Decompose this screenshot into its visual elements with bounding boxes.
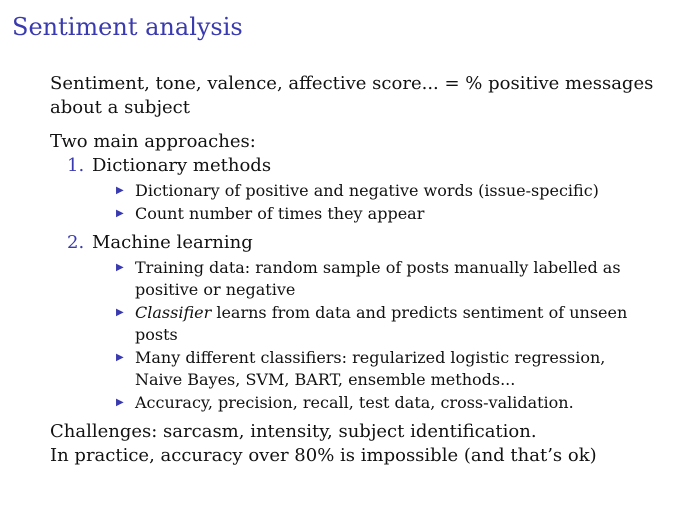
list-item: ▶ Dictionary of positive and negative wo… [50,180,655,202]
bullet-text: Count number of times they appear [135,204,425,223]
enum-number: 2. [67,232,85,253]
bullet-text: Dictionary of positive and negative word… [135,181,599,200]
triangle-bullet-icon: ▶ [116,307,124,318]
approach-item-machine-learning: 2. Machine learning [50,231,655,255]
bullet-text: Many different classifiers: regularized … [135,348,606,389]
emphasis-word: Classifier [135,303,212,322]
enum-number: 1. [67,155,85,176]
triangle-bullet-icon: ▶ [116,397,124,408]
list-item: ▶ Training data: random sample of posts … [50,257,655,301]
list-item: ▶ Count number of times they appear [50,203,655,225]
slide-title: Sentiment analysis [12,13,243,41]
practice-text: In practice, accuracy over 80% is imposs… [50,445,597,466]
list-item: ▶ Classifier learns from data and predic… [50,302,655,346]
triangle-bullet-icon: ▶ [116,352,124,363]
slide-body: Sentiment, tone, valence, affective scor… [50,72,655,468]
list-item: ▶ Accuracy, precision, recall, test data… [50,392,655,414]
approach-item-dictionary: 1. Dictionary methods [50,154,655,178]
intro-text: Sentiment, tone, valence, affective scor… [50,73,654,118]
triangle-bullet-icon: ▶ [116,185,124,196]
machine-learning-bullets: ▶ Training data: random sample of posts … [50,257,655,414]
bullet-text: Accuracy, precision, recall, test data, … [135,393,574,412]
triangle-bullet-icon: ▶ [116,262,124,273]
challenges-text: Challenges: sarcasm, intensity, subject … [50,421,537,442]
triangle-bullet-icon: ▶ [116,208,124,219]
approach-label: Dictionary methods [92,155,272,176]
bullet-text: Training data: random sample of posts ma… [135,258,621,299]
approach-label: Machine learning [92,232,253,253]
dictionary-bullets: ▶ Dictionary of positive and negative wo… [50,180,655,225]
approaches-heading: Two main approaches: [50,131,256,152]
list-item: ▶ Many different classifiers: regularize… [50,347,655,391]
bullet-text: learns from data and predicts sentiment … [135,303,628,344]
